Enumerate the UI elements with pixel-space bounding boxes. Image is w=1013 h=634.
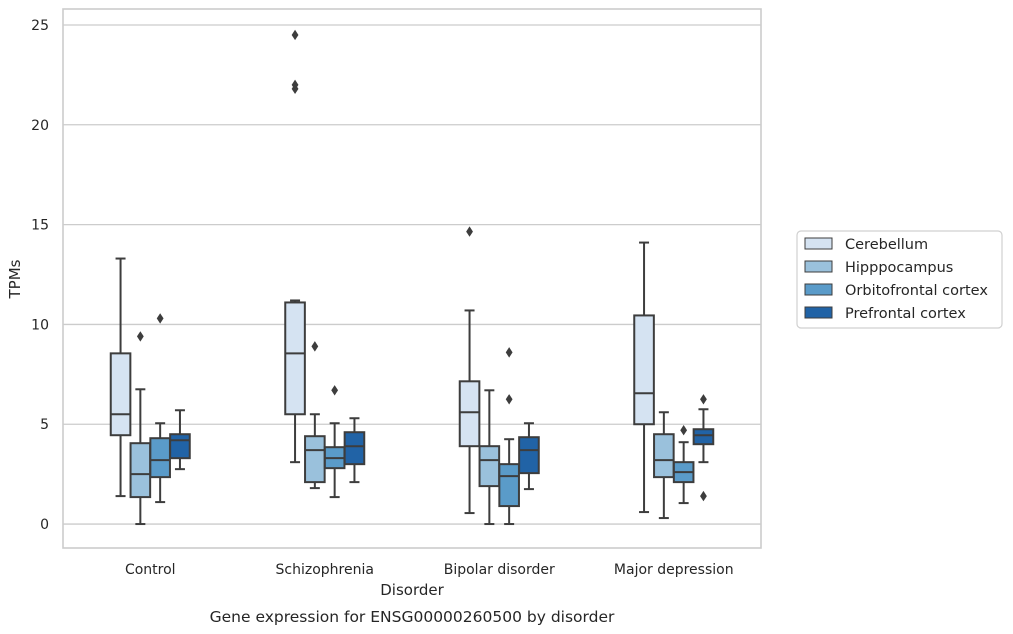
iqr-box: [129, 442, 152, 499]
legend: Cerebellum Hipppocampus Orbitofrontal cort…: [796, 230, 1003, 329]
box-prefrontal-cortex-schizophrenia: [343, 417, 366, 484]
box-hipppocampus-bipolar-disorder: [478, 389, 501, 526]
box-prefrontal-cortex-bipolar-disorder: [518, 422, 540, 491]
outlier-point: [700, 490, 707, 502]
x-tick-label: Schizophrenia: [276, 562, 374, 578]
outlier-point: [156, 313, 164, 324]
legend-label: Orbitofrontal cortex: [845, 283, 988, 299]
iqr-box: [518, 436, 540, 475]
iqr-box: [284, 301, 306, 416]
outlier-point: [291, 29, 299, 41]
iqr-box: [458, 380, 481, 448]
box-hipppocampus-control: [129, 331, 152, 526]
iqr-box: [692, 428, 715, 446]
box-prefrontal-cortex-major-depression: [692, 394, 715, 502]
y-axis-ticks: 0 5 10 15 20 25: [31, 18, 49, 533]
iqr-box: [109, 352, 132, 437]
legend-swatch: [804, 283, 833, 296]
plot-area: [109, 29, 715, 526]
x-axis-ticks: Control Schizophrenia Bipolar disorder Majo…: [125, 562, 734, 578]
box-cerebellum-schizophrenia: [284, 29, 306, 464]
outlier-point: [136, 331, 144, 342]
box-cerebellum-bipolar-disorder: [458, 226, 481, 515]
y-axis-label: TPMs: [6, 259, 24, 299]
outlier-point: [291, 79, 299, 91]
x-tick-label: Control: [125, 562, 176, 578]
outlier-point: [466, 226, 473, 237]
y-tick-label: 10: [31, 317, 49, 333]
box-orbitofrontal-cortex-control: [149, 313, 171, 504]
box-cerebellum-major-depression: [633, 241, 655, 514]
legend-frame: [796, 230, 1003, 329]
box-cerebellum-control: [109, 257, 132, 498]
figure-caption: Gene expression for ENSG00000260500 by d…: [210, 608, 615, 626]
box-orbitofrontal-cortex-bipolar-disorder: [498, 347, 520, 526]
y-tick-label: 15: [31, 218, 49, 234]
iqr-box: [169, 433, 191, 460]
x-tick-label: Major depression: [614, 562, 734, 578]
outlier-point: [331, 385, 339, 396]
plot-frame: [62, 8, 762, 549]
box-orbitofrontal-cortex-schizophrenia: [323, 385, 346, 499]
legend-label: Hipppocampus: [845, 260, 953, 276]
y-tick-label: 5: [40, 417, 49, 433]
legend-label: Cerebellum: [845, 237, 928, 253]
iqr-box: [149, 437, 171, 479]
x-tick-label: Bipolar disorder: [444, 562, 555, 578]
outlier-point: [505, 394, 513, 405]
legend-swatch: [804, 306, 833, 319]
y-tick-label: 25: [31, 18, 49, 34]
legend-swatch: [804, 260, 833, 273]
outlier-point: [505, 347, 513, 358]
y-tick-label: 20: [31, 118, 49, 134]
iqr-box: [343, 431, 366, 466]
iqr-box: [478, 445, 501, 488]
box-orbitofrontal-cortex-major-depression: [672, 425, 695, 505]
x-axis-label: Disorder: [380, 581, 444, 599]
box-hipppocampus-major-depression: [653, 411, 675, 520]
iqr-box: [304, 435, 326, 484]
outlier-point: [311, 341, 319, 352]
legend-label: Prefrontal cortex: [845, 306, 966, 322]
box-hipppocampus-schizophrenia: [304, 341, 326, 490]
y-tick-label: 0: [40, 517, 49, 533]
iqr-box: [633, 314, 655, 426]
iqr-box: [653, 433, 675, 479]
outlier-point: [700, 394, 707, 405]
legend-swatch: [804, 237, 833, 250]
outlier-point: [680, 425, 688, 436]
box-prefrontal-cortex-control: [169, 409, 191, 471]
iqr-box: [498, 463, 520, 508]
